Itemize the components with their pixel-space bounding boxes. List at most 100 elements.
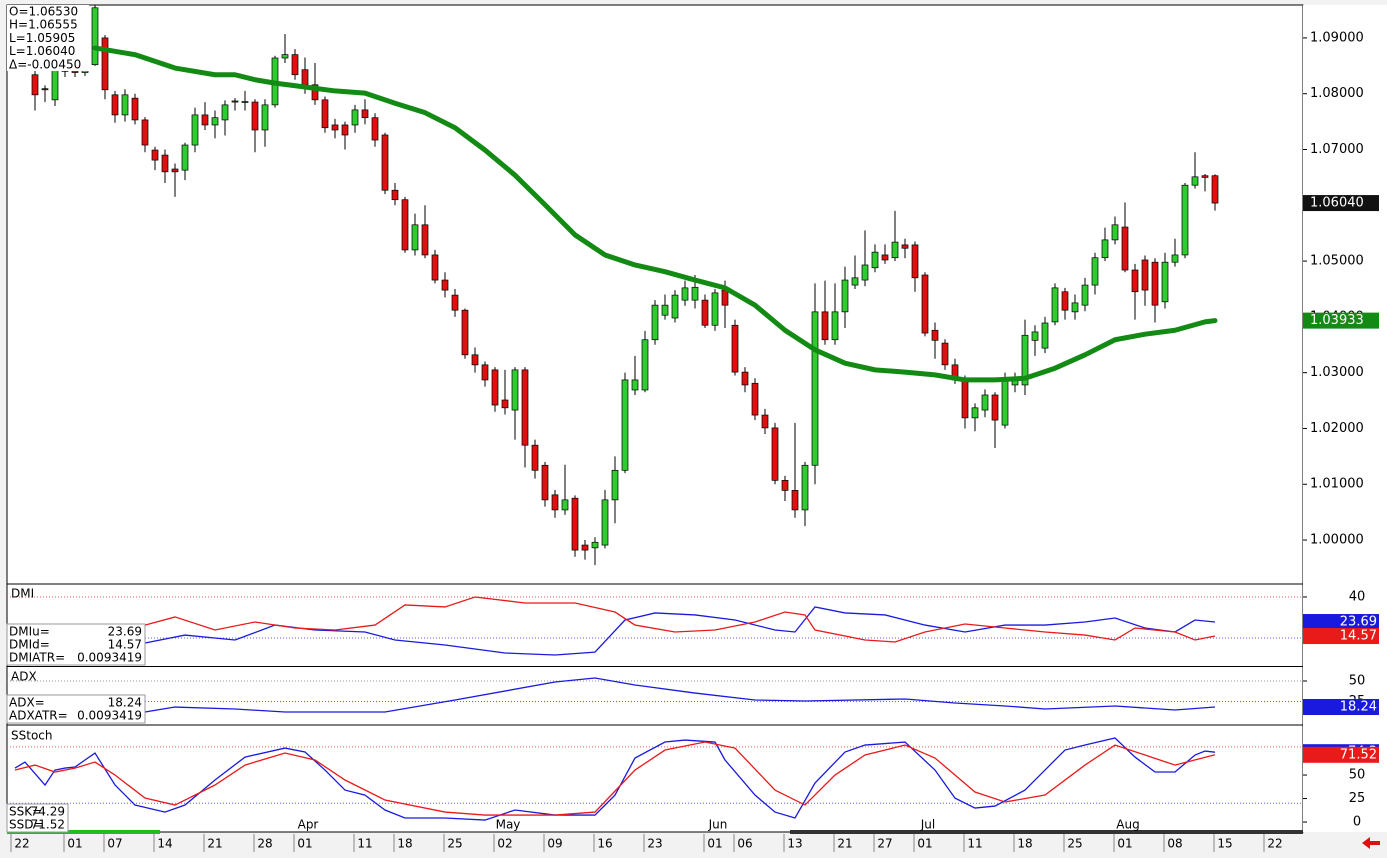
candle-body (611, 469, 619, 501)
candle-body (511, 369, 519, 411)
candle-body (1071, 302, 1079, 313)
candle-body (231, 100, 239, 103)
candle-body (681, 287, 689, 301)
candle-body (1111, 224, 1119, 241)
x-tick-label: 22 (14, 837, 29, 851)
candle-body (841, 279, 849, 313)
candle-body (621, 379, 629, 471)
readout-name: ADX= (9, 696, 45, 710)
month-label: Aug (1116, 818, 1139, 832)
indicator-line (144, 677, 1216, 713)
candle-body (191, 114, 199, 146)
y-tick-label: 1.08000 (1310, 86, 1364, 101)
readout-value: 23.69 (108, 625, 142, 639)
readout-name: DMIu= (9, 625, 50, 639)
candle-body (331, 124, 339, 131)
candle-body (31, 74, 39, 96)
candle-body (101, 37, 109, 91)
candle-body (51, 69, 59, 101)
candle-body (351, 109, 359, 126)
candle-body (411, 224, 419, 251)
value-box-label: 23.69 (1340, 615, 1377, 630)
x-tick-label: 18 (397, 837, 412, 851)
candle-body (601, 499, 609, 546)
candle-body (931, 329, 939, 341)
candle-body (1041, 322, 1049, 349)
candle-body (551, 494, 559, 511)
readout-box (7, 5, 89, 71)
candle-body (781, 479, 789, 491)
x-tick-label: 21 (207, 837, 222, 851)
candle-body (651, 304, 659, 341)
x-tick-label: 11 (967, 837, 982, 851)
candle-body (211, 117, 219, 126)
candle-body (771, 427, 779, 481)
candle-body (1091, 257, 1099, 286)
scroll-arrow[interactable] (1362, 837, 1380, 849)
readout-value: 71.52 (31, 818, 65, 832)
month-label: Jun (708, 818, 728, 832)
ma-box (1303, 312, 1379, 329)
x-tick-label: 25 (1067, 837, 1082, 851)
candle-body (1061, 291, 1069, 311)
candle-body (461, 309, 469, 356)
x-tick-label: 13 (787, 837, 802, 851)
candle-body (1171, 254, 1179, 263)
candle-body (261, 104, 269, 131)
x-tick-label: 11 (357, 837, 372, 851)
candle-body (301, 69, 309, 86)
readout-text: L=1.05905 (9, 31, 75, 45)
candle-body (361, 109, 369, 119)
x-tick-label: 01 (297, 837, 312, 851)
indicator-line (144, 606, 1216, 656)
candle-body (391, 189, 399, 201)
candle-body (571, 497, 579, 551)
readout-box (6, 803, 69, 833)
y-tick-label: 0 (1353, 815, 1361, 830)
candle-body (991, 394, 999, 421)
month-label: May (496, 818, 521, 832)
moving-average (92, 45, 1218, 383)
candle-body (421, 224, 429, 256)
readout-value: 18.24 (108, 696, 142, 710)
candle-body (921, 274, 929, 334)
candle-body (1001, 377, 1009, 426)
candle-body (911, 244, 919, 279)
x-tick-label: 25 (447, 837, 462, 851)
candle-body (961, 379, 969, 419)
x-tick-label: 02 (497, 837, 512, 851)
readout-value: 74.29 (31, 805, 65, 819)
x-tick-label: 15 (1217, 837, 1232, 851)
candle-body (41, 88, 49, 91)
candle-body (431, 254, 439, 281)
x-tick-label: 28 (257, 837, 272, 851)
month-label: Apr (298, 818, 319, 832)
candle-body (1201, 175, 1209, 178)
y-tick-label: 40 (1349, 589, 1366, 604)
x-tick-label: 06 (737, 837, 752, 851)
candle-body (131, 97, 139, 121)
value-box (1303, 614, 1379, 631)
readout-text: O=1.06530 (9, 5, 78, 19)
value-box-label: 18.24 (1340, 700, 1377, 715)
candle-body (91, 7, 99, 66)
candle-body (631, 379, 639, 391)
candle-body (141, 119, 149, 146)
x-tick-label: 08 (1167, 837, 1182, 851)
readout-text: Δ=-0.00450 (9, 57, 81, 71)
candle-body (1051, 287, 1059, 323)
scroll-bar[interactable] (7, 830, 160, 834)
candle-body (241, 101, 249, 103)
candle-body (791, 490, 799, 511)
readout-value: 0.0093419 (77, 709, 142, 723)
y-tick-label: 1.09000 (1310, 30, 1364, 45)
candle-body (371, 117, 379, 141)
candle-body (401, 199, 409, 251)
panel-title: SStoch (11, 729, 52, 743)
y-tick-label: 50 (1349, 768, 1366, 783)
indicator-line (14, 737, 1216, 821)
y-tick-label: 1.02000 (1310, 421, 1364, 436)
candle-body (1101, 239, 1109, 259)
